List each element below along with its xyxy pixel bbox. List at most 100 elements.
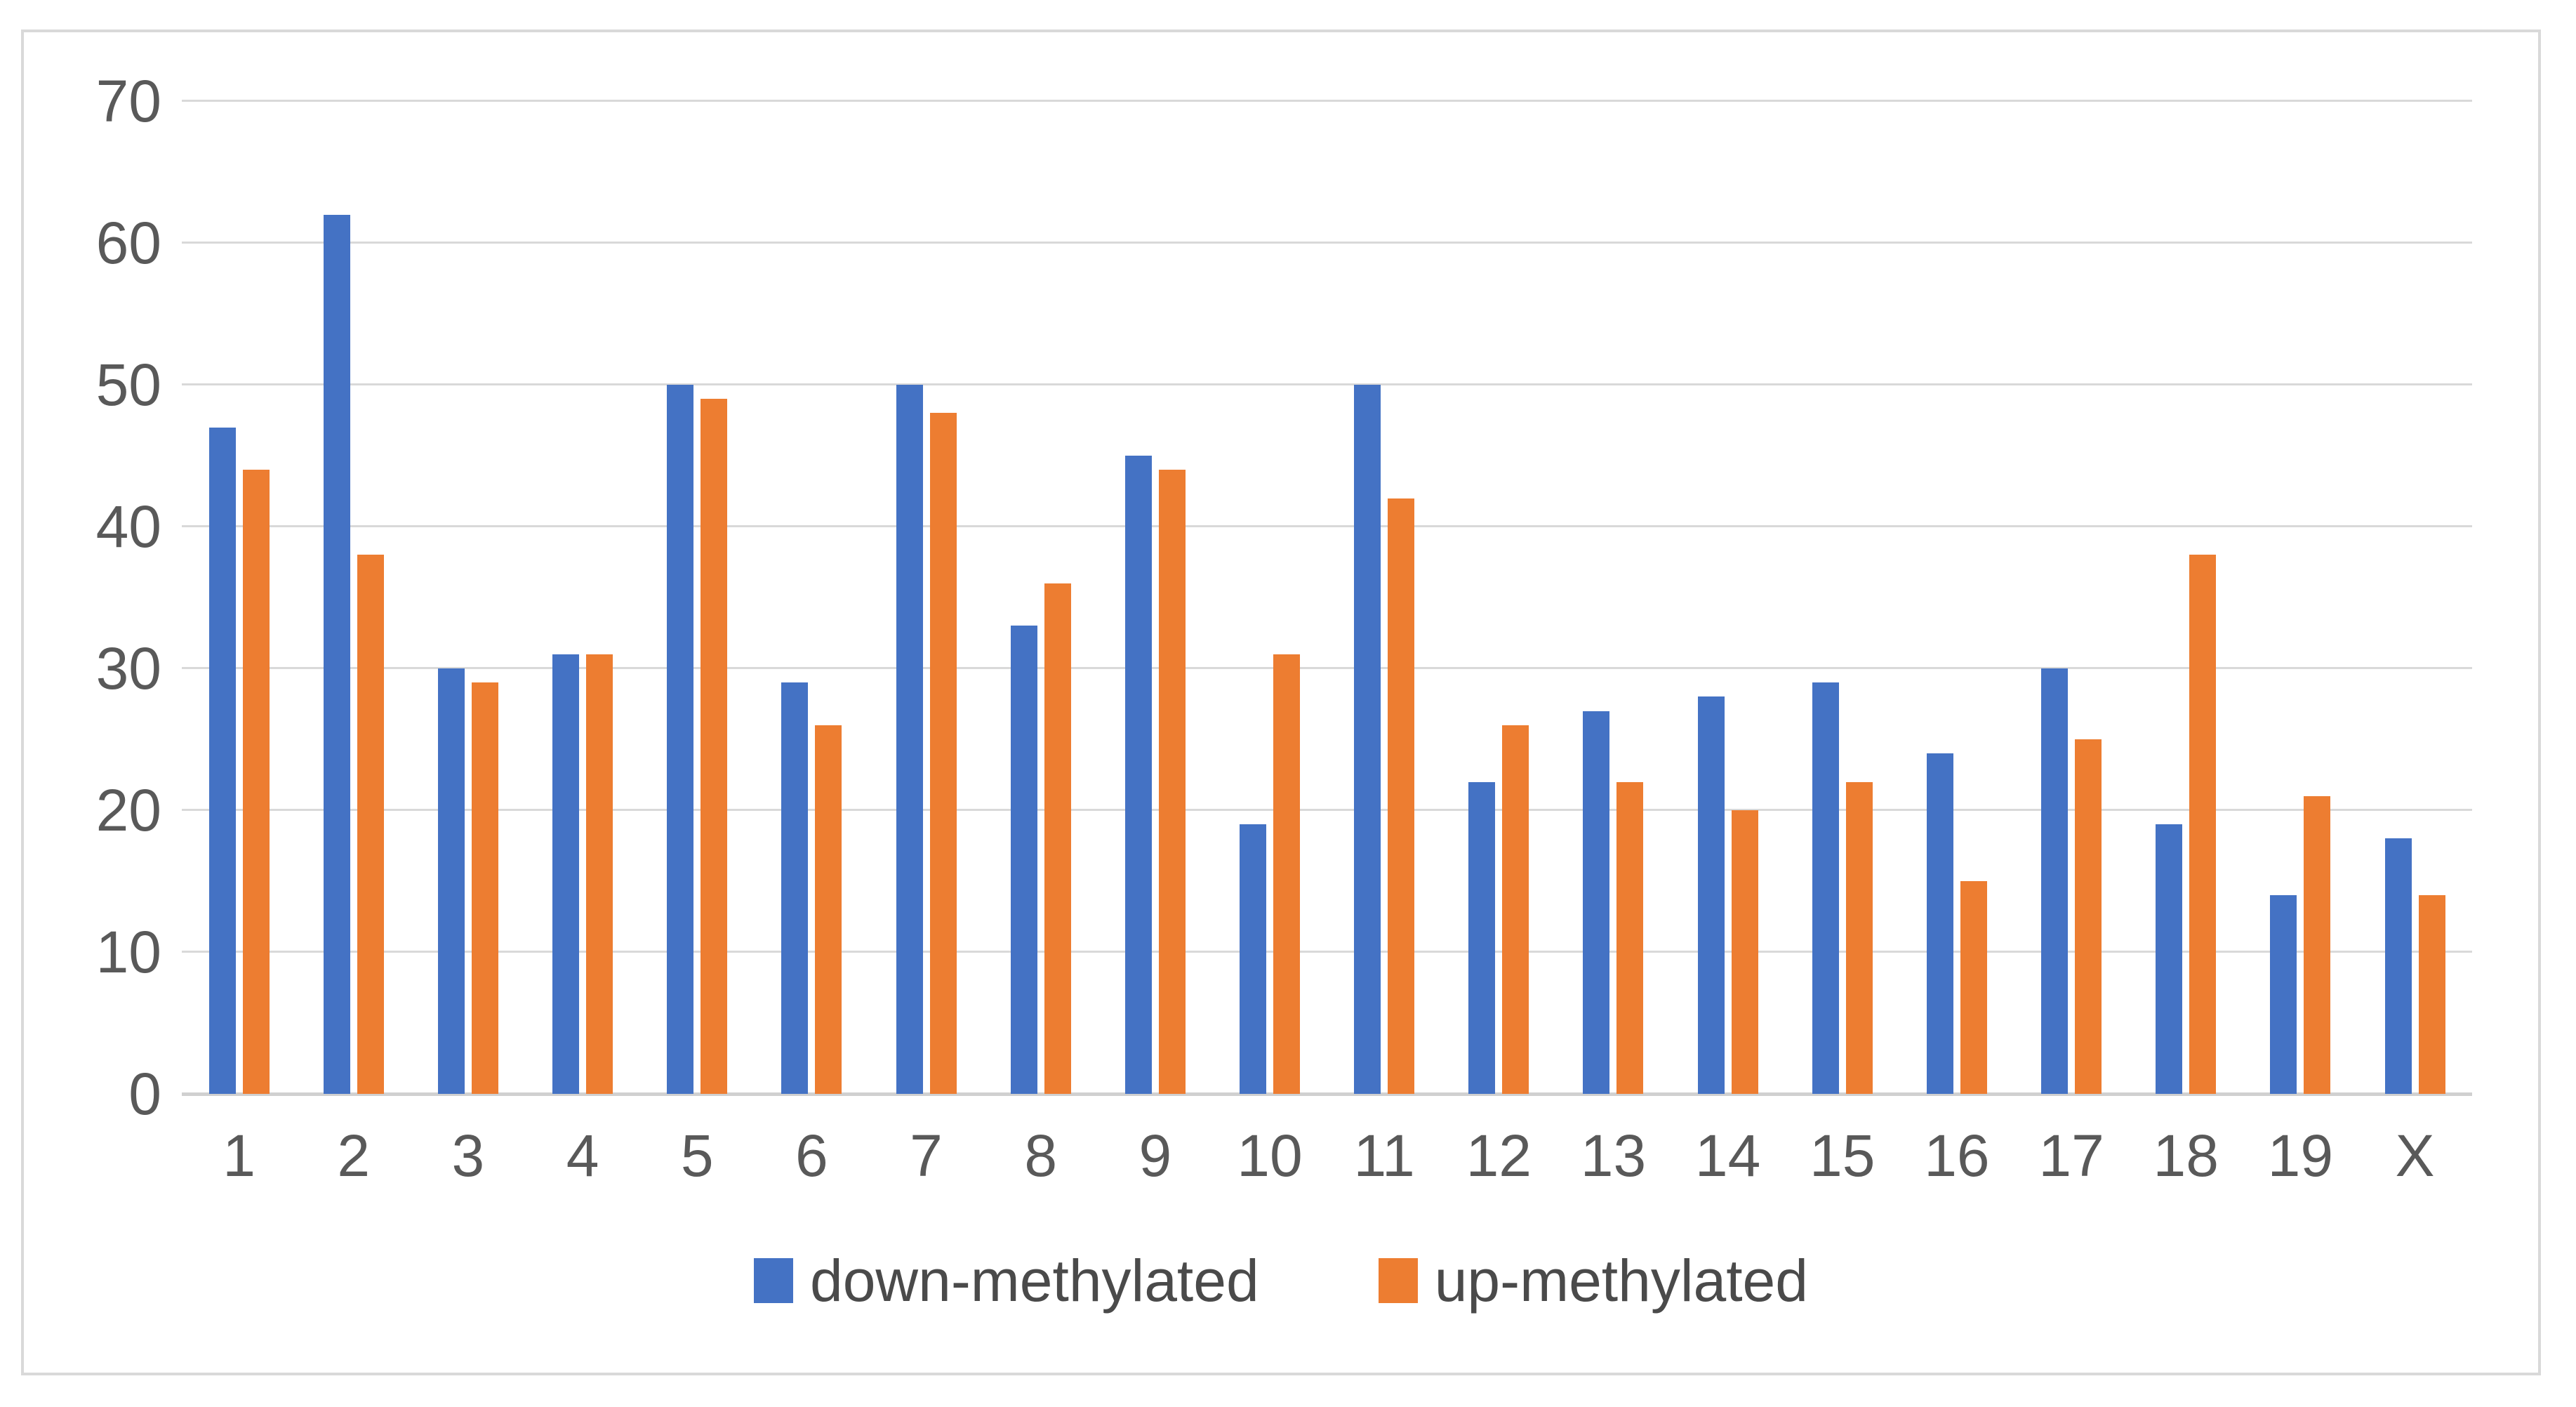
bar-up-methylated-16 xyxy=(1960,881,1987,1094)
gridline-y-40 xyxy=(182,525,2472,527)
x-tick-label-15: 15 xyxy=(1810,1123,1875,1189)
gridline-y-10 xyxy=(182,951,2472,953)
gridline-y-70 xyxy=(182,100,2472,102)
bar-up-methylated-11 xyxy=(1388,498,1415,1094)
bar-down-methylated-15 xyxy=(1812,682,1839,1094)
x-tick-label-18: 18 xyxy=(2153,1123,2219,1189)
bar-up-methylated-14 xyxy=(1731,810,1758,1094)
bar-up-methylated-2 xyxy=(357,555,384,1094)
category-group-3 xyxy=(411,101,525,1094)
category-group-18 xyxy=(2129,101,2243,1094)
bar-up-methylated-X xyxy=(2418,895,2445,1094)
x-tick-label-14: 14 xyxy=(1694,1123,1761,1189)
bar-up-methylated-15 xyxy=(1845,781,1873,1094)
legend-swatch-up-methylated xyxy=(1378,1258,1418,1303)
y-tick-label-0: 0 xyxy=(128,1061,161,1127)
bar-up-methylated-13 xyxy=(1616,781,1644,1094)
gridline-y-60 xyxy=(182,241,2472,244)
bar-down-methylated-14 xyxy=(1697,696,1725,1094)
gridline-y-50 xyxy=(182,383,2472,385)
x-tick-label-5: 5 xyxy=(680,1123,714,1189)
bar-down-methylated-2 xyxy=(323,214,350,1094)
y-tick-label-40: 40 xyxy=(95,494,161,560)
x-tick-label-10: 10 xyxy=(1237,1123,1303,1189)
x-tick-label-4: 4 xyxy=(566,1123,599,1189)
x-axis-labels: 1 2 3 4 5 6 7 8 9 10 11 12 13 14 15 16 17 18 19 X xyxy=(182,1125,2472,1187)
x-tick-label-2: 2 xyxy=(337,1123,371,1189)
bar-down-methylated-4 xyxy=(552,654,580,1094)
x-tick-label-13: 13 xyxy=(1580,1123,1647,1189)
x-tick-label-17: 17 xyxy=(2038,1123,2104,1189)
bar-down-methylated-17 xyxy=(2041,668,2069,1094)
category-group-4 xyxy=(525,101,639,1094)
x-tick-label-16: 16 xyxy=(1924,1123,1990,1189)
bar-up-methylated-3 xyxy=(471,682,498,1094)
bar-up-methylated-4 xyxy=(586,654,613,1094)
gridline-y-0 xyxy=(182,1092,2472,1096)
x-tick-label-19: 19 xyxy=(2267,1123,2334,1189)
category-group-2 xyxy=(296,101,411,1094)
category-group-12 xyxy=(1442,101,1556,1094)
bar-down-methylated-3 xyxy=(437,668,465,1094)
x-tick-label-3: 3 xyxy=(451,1123,485,1189)
bars-container xyxy=(182,101,2472,1094)
plot-area xyxy=(182,100,2472,1096)
bar-down-methylated-18 xyxy=(2156,824,2183,1094)
category-group-X xyxy=(2358,101,2472,1094)
bar-down-methylated-X xyxy=(2384,838,2412,1094)
category-group-9 xyxy=(1098,101,1212,1094)
category-group-17 xyxy=(2014,101,2129,1094)
bar-down-methylated-9 xyxy=(1124,456,1152,1094)
bar-down-methylated-13 xyxy=(1583,711,1610,1094)
x-tick-label-8: 8 xyxy=(1024,1123,1058,1189)
x-tick-label-6: 6 xyxy=(795,1123,828,1189)
bar-up-methylated-1 xyxy=(242,470,270,1094)
y-tick-label-60: 60 xyxy=(95,210,161,276)
legend-label-up-methylated: up-methylated xyxy=(1434,1248,1808,1314)
category-group-8 xyxy=(983,101,1098,1094)
y-tick-label-50: 50 xyxy=(95,352,161,418)
bar-up-methylated-10 xyxy=(1273,654,1300,1094)
chart-figure-frame: 0 10 20 30 40 50 60 70 1 2 3 4 5 6 7 8 9 10 11 12 13 14 15 16 1… xyxy=(21,29,2541,1375)
bar-down-methylated-12 xyxy=(1468,781,1496,1094)
bar-up-methylated-19 xyxy=(2304,795,2331,1094)
bar-up-methylated-9 xyxy=(1158,470,1186,1094)
y-tick-label-30: 30 xyxy=(95,635,161,701)
y-tick-label-10: 10 xyxy=(95,919,161,985)
legend-label-down-methylated: down-methylated xyxy=(810,1248,1259,1314)
legend-item-down-methylated: down-methylated xyxy=(754,1247,1259,1314)
bar-down-methylated-5 xyxy=(667,385,694,1094)
x-tick-label-9: 9 xyxy=(1138,1123,1172,1189)
category-group-7 xyxy=(869,101,983,1094)
x-tick-label-X: X xyxy=(2395,1123,2435,1189)
x-tick-label-7: 7 xyxy=(910,1123,943,1189)
y-tick-label-20: 20 xyxy=(95,777,161,843)
x-tick-label-12: 12 xyxy=(1466,1123,1532,1189)
bar-down-methylated-7 xyxy=(896,385,923,1094)
bar-down-methylated-19 xyxy=(2270,895,2297,1094)
category-group-14 xyxy=(1671,101,1785,1094)
bar-up-methylated-5 xyxy=(701,399,728,1094)
gridline-y-20 xyxy=(182,809,2472,811)
bar-up-methylated-17 xyxy=(2075,739,2102,1094)
x-tick-label-11: 11 xyxy=(1353,1123,1415,1189)
bar-down-methylated-10 xyxy=(1239,824,1266,1094)
legend: down-methylated up-methylated xyxy=(24,1247,2538,1314)
category-group-13 xyxy=(1556,101,1671,1094)
bar-down-methylated-16 xyxy=(1926,753,1953,1094)
category-group-19 xyxy=(2243,101,2358,1094)
bar-down-methylated-1 xyxy=(208,427,236,1094)
x-tick-label-1: 1 xyxy=(223,1123,255,1189)
bar-up-methylated-18 xyxy=(2189,555,2217,1094)
bar-up-methylated-12 xyxy=(1502,725,1529,1094)
bar-up-methylated-7 xyxy=(929,413,957,1094)
bar-down-methylated-8 xyxy=(1010,626,1037,1094)
legend-item-up-methylated: up-methylated xyxy=(1378,1247,1808,1314)
gridline-y-30 xyxy=(182,666,2472,669)
bar-up-methylated-8 xyxy=(1044,583,1071,1094)
category-group-16 xyxy=(1899,101,2014,1094)
category-group-15 xyxy=(1785,101,1899,1094)
legend-swatch-down-methylated xyxy=(754,1258,793,1303)
bar-down-methylated-11 xyxy=(1354,385,1381,1094)
category-group-5 xyxy=(640,101,755,1094)
